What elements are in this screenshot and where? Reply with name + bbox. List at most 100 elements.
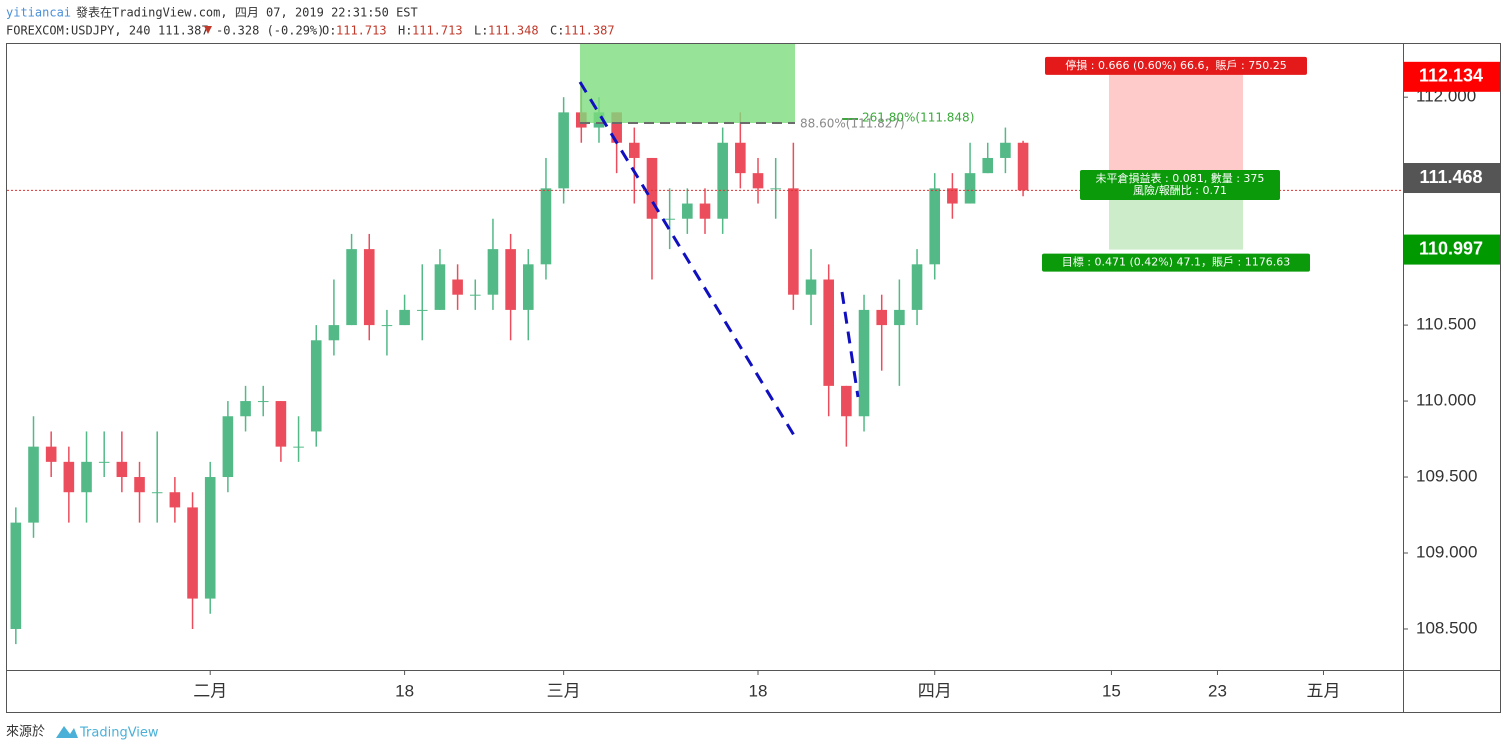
candle-body bbox=[629, 142, 640, 158]
price-marker bbox=[1404, 163, 1500, 194]
candle-body bbox=[540, 188, 552, 265]
pnl-bg bbox=[1080, 170, 1280, 201]
candle-body bbox=[982, 157, 994, 174]
candle-body bbox=[505, 249, 516, 310]
candle-body bbox=[98, 461, 110, 463]
candle-body bbox=[381, 325, 393, 327]
candle-body bbox=[717, 142, 728, 219]
plot bbox=[10, 81, 1029, 645]
price-marker-label: 110.997 bbox=[1419, 238, 1483, 258]
stop-zone bbox=[1109, 64, 1243, 179]
y-tick-label: 108.500 bbox=[1416, 618, 1477, 637]
last-price: 111.387 bbox=[158, 24, 209, 38]
candle-body bbox=[346, 249, 357, 326]
candle-body bbox=[752, 173, 764, 189]
x-tick-label: 23 bbox=[1208, 681, 1227, 700]
candle-body bbox=[452, 279, 463, 295]
price-marker bbox=[1404, 61, 1500, 92]
candle-body bbox=[929, 188, 941, 265]
candle-body bbox=[116, 461, 128, 478]
candle-body bbox=[1017, 142, 1029, 191]
target-label-bg bbox=[1042, 253, 1310, 272]
candle-body bbox=[310, 340, 322, 432]
candle-body bbox=[134, 477, 145, 493]
fib-zone bbox=[580, 44, 795, 123]
candle-body bbox=[841, 385, 852, 417]
rr-label: 風險/報酬比 : 0.71 bbox=[1133, 183, 1227, 197]
stop-label-bg bbox=[1045, 56, 1307, 75]
candle-body bbox=[28, 446, 39, 523]
candle-body bbox=[558, 112, 569, 189]
candle-body bbox=[45, 446, 57, 462]
logo bbox=[56, 726, 78, 738]
candle-body bbox=[81, 461, 92, 493]
candle-body bbox=[257, 401, 269, 403]
candle-body bbox=[735, 142, 746, 174]
candle-body bbox=[487, 249, 499, 295]
candle-body bbox=[947, 188, 958, 204]
candle-body bbox=[399, 309, 410, 326]
x-tick-label: 15 bbox=[1102, 681, 1121, 700]
y-tick-label: 110.000 bbox=[1416, 391, 1476, 410]
down-arrow bbox=[204, 26, 212, 34]
candle-body bbox=[293, 446, 304, 448]
fib-label: 88.60%(111.827) bbox=[800, 117, 905, 131]
price-marker-label: 111.468 bbox=[1419, 167, 1482, 187]
candle-body bbox=[63, 461, 75, 493]
ohlc-label: L: bbox=[474, 24, 488, 38]
published: 發表在TradingView.com, 四月 07, 2019 22:31:50… bbox=[76, 5, 418, 20]
x-tick-label: 四月 bbox=[918, 681, 952, 700]
y-tick-label: 109.500 bbox=[1416, 467, 1477, 486]
candle-body bbox=[416, 309, 428, 311]
candle-body bbox=[222, 416, 234, 478]
fib-label: 261.80%(111.848) bbox=[862, 111, 974, 125]
x-tick-label: 三月 bbox=[547, 681, 581, 700]
candle-body bbox=[805, 279, 817, 295]
ohlc-label: C: bbox=[550, 24, 564, 38]
x-tick-label: 二月 bbox=[193, 681, 227, 700]
trend-line bbox=[578, 81, 797, 438]
candle-body bbox=[275, 401, 287, 447]
candle-body bbox=[646, 157, 658, 219]
candle-body bbox=[328, 325, 340, 341]
price-marker bbox=[1404, 234, 1500, 265]
symbol: FOREXCOM:USDJPY, 240 bbox=[6, 24, 151, 38]
candle-body bbox=[894, 309, 905, 326]
candle-body bbox=[469, 294, 481, 296]
candle-body bbox=[664, 218, 675, 220]
candle-body bbox=[169, 492, 181, 508]
ohlc-value: 111.387 bbox=[564, 24, 615, 38]
candle-body bbox=[611, 112, 622, 143]
candle-body bbox=[522, 264, 534, 310]
ohlc-value: 111.348 bbox=[488, 24, 539, 38]
candle-body bbox=[240, 401, 251, 417]
author: yitiancai bbox=[6, 6, 71, 20]
ohlc-label: H: bbox=[398, 24, 412, 38]
pnl-label: 未平倉損益表 : 0.081, 數量 : 375 bbox=[1096, 171, 1265, 185]
trend-line bbox=[840, 291, 860, 398]
candle-body bbox=[151, 492, 163, 494]
candle-body bbox=[434, 264, 446, 310]
brand[interactable]: TradingView bbox=[79, 726, 159, 741]
candle-body bbox=[699, 203, 711, 219]
candle-body bbox=[187, 507, 198, 599]
ohlc: O: 111.713 H: 111.713 L: 111.348 C: 111.387 bbox=[322, 24, 615, 38]
y-tick-label: 110.500 bbox=[1416, 315, 1476, 334]
candle-body bbox=[1000, 142, 1011, 158]
candle-body bbox=[770, 188, 781, 190]
source: 來源於 bbox=[6, 724, 45, 740]
candle-body bbox=[204, 477, 216, 599]
ohlc-value: 111.713 bbox=[412, 24, 463, 38]
candle-body bbox=[876, 309, 888, 326]
target-label: 目標 : 0.471 (0.42%) 47.1，賬戶 : 1176.63 bbox=[1062, 255, 1290, 269]
change: -0.328 (-0.29%) bbox=[216, 24, 324, 38]
ohlc-label: O: bbox=[322, 24, 336, 38]
candle-body bbox=[788, 188, 799, 295]
ohlc-value: 111.713 bbox=[336, 24, 387, 38]
frame bbox=[6, 43, 1501, 713]
candle-body bbox=[682, 203, 693, 219]
candle-body bbox=[911, 264, 923, 310]
candle-body bbox=[858, 309, 870, 417]
x-tick-label: 五月 bbox=[1306, 681, 1340, 700]
